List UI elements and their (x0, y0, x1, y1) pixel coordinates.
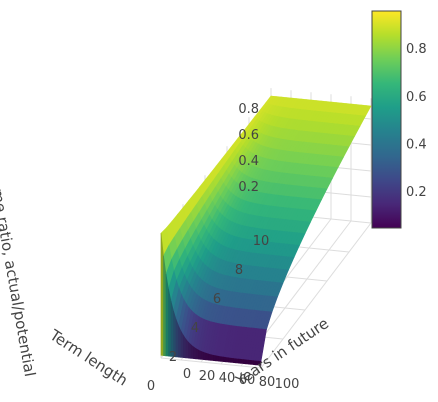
surface-edge (218, 355, 222, 362)
surface-edge (228, 357, 232, 363)
colorbar: 0.2 0.4 0.6 0.8 (371, 10, 427, 229)
surface-edge (160, 233, 164, 356)
surface-edge (188, 341, 192, 359)
x-tick-label: 60 (239, 373, 256, 388)
surface-edge (258, 360, 262, 366)
y-tick-label: 0 (147, 379, 155, 394)
z-tick-label: 0.2 (238, 180, 259, 195)
surface-edge (205, 352, 209, 361)
x-tick-label: 0 (183, 367, 191, 382)
y-tick-label: 2 (169, 350, 177, 365)
x-tick-label: 40 (219, 371, 236, 386)
grid-line-floor-term (160, 357, 262, 369)
z-tick-label: 0.4 (238, 154, 259, 169)
colorbar-tick-label: 0.6 (406, 90, 427, 105)
surface-edge (223, 356, 227, 363)
surface-edge (235, 358, 239, 364)
surface-edge (215, 355, 219, 362)
colorbar-tick-label: 0.8 (406, 42, 427, 57)
surface-edge (183, 334, 187, 359)
colorbar-tick-label: 0.2 (406, 185, 427, 200)
surface-edge (200, 350, 204, 360)
surface-edge (238, 358, 242, 364)
colorbar-ticks: 0.2 0.4 0.6 0.8 (406, 42, 427, 200)
surface-edge (233, 358, 237, 364)
surface-edge (203, 351, 207, 361)
surface-edge (165, 273, 169, 357)
x-tick-label: 100 (275, 377, 300, 392)
surface-edge (210, 354, 214, 361)
x-tick-label: 80 (259, 375, 276, 390)
colorbar-fill (371, 10, 402, 229)
surface-edge (225, 357, 229, 363)
surface-edge (180, 330, 184, 358)
surface-edge (213, 354, 217, 362)
surface-edge (240, 358, 244, 364)
surface-edge (170, 301, 174, 357)
y-tick-label: 4 (191, 321, 199, 336)
surface-mesh (160, 95, 372, 366)
x-tick-label: 20 (199, 369, 216, 384)
z-tick-label: 0.6 (238, 128, 259, 143)
z-axis-title: Income ratio, actual/potential (0, 156, 39, 378)
surface-edge (185, 338, 189, 359)
surface-edge (178, 325, 182, 358)
surface-edge (163, 255, 167, 357)
surface-edge (230, 357, 234, 363)
surface-edge (220, 356, 224, 362)
surface-edge (168, 288, 172, 357)
surface-edge (208, 353, 212, 361)
surface-edge (198, 349, 202, 360)
y-tick-label: 6 (213, 292, 221, 307)
y-axis-title: Term length (46, 325, 131, 389)
y-tick-label: 8 (235, 263, 243, 278)
surface-edge (193, 346, 197, 360)
colorbar-tick-label: 0.4 (406, 138, 427, 153)
grid-line-floor-years (260, 222, 372, 369)
surface-edge (195, 348, 199, 360)
surface-edge (190, 344, 194, 359)
y-tick-label: 10 (253, 234, 270, 249)
z-tick-label: 0.8 (238, 102, 259, 117)
surface-edge (243, 359, 247, 365)
